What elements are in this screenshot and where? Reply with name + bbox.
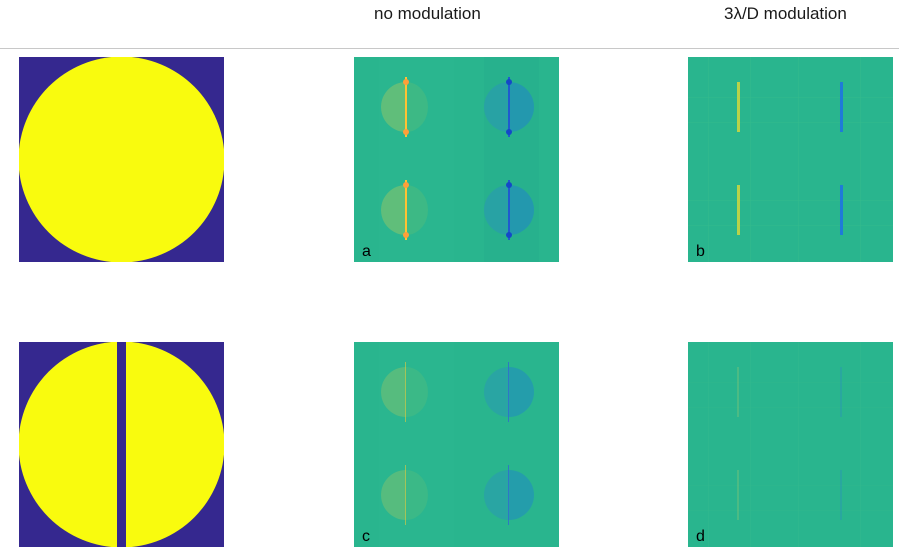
panel-a: a bbox=[354, 57, 559, 262]
panel-d-map bbox=[688, 342, 893, 547]
pupil-full-disk-image bbox=[19, 57, 224, 262]
header-divider bbox=[0, 48, 899, 49]
pupil-split-disk bbox=[19, 342, 224, 547]
header-modulation: 3λ/D modulation bbox=[724, 4, 847, 23]
pupil-split-disk-image bbox=[19, 342, 224, 547]
panel-b-map bbox=[688, 57, 893, 262]
panel-c: c bbox=[354, 342, 559, 547]
header-no-modulation: no modulation bbox=[374, 4, 481, 23]
panel-a-label: a bbox=[362, 243, 371, 260]
panel-c-label: c bbox=[362, 528, 370, 545]
pupil-full-disk bbox=[19, 57, 224, 262]
panel-d: d bbox=[688, 342, 893, 547]
panel-a-map bbox=[354, 57, 559, 262]
panel-c-map bbox=[354, 342, 559, 547]
panel-b: b bbox=[688, 57, 893, 262]
panel-b-label: b bbox=[696, 243, 705, 260]
panel-d-label: d bbox=[696, 528, 705, 545]
